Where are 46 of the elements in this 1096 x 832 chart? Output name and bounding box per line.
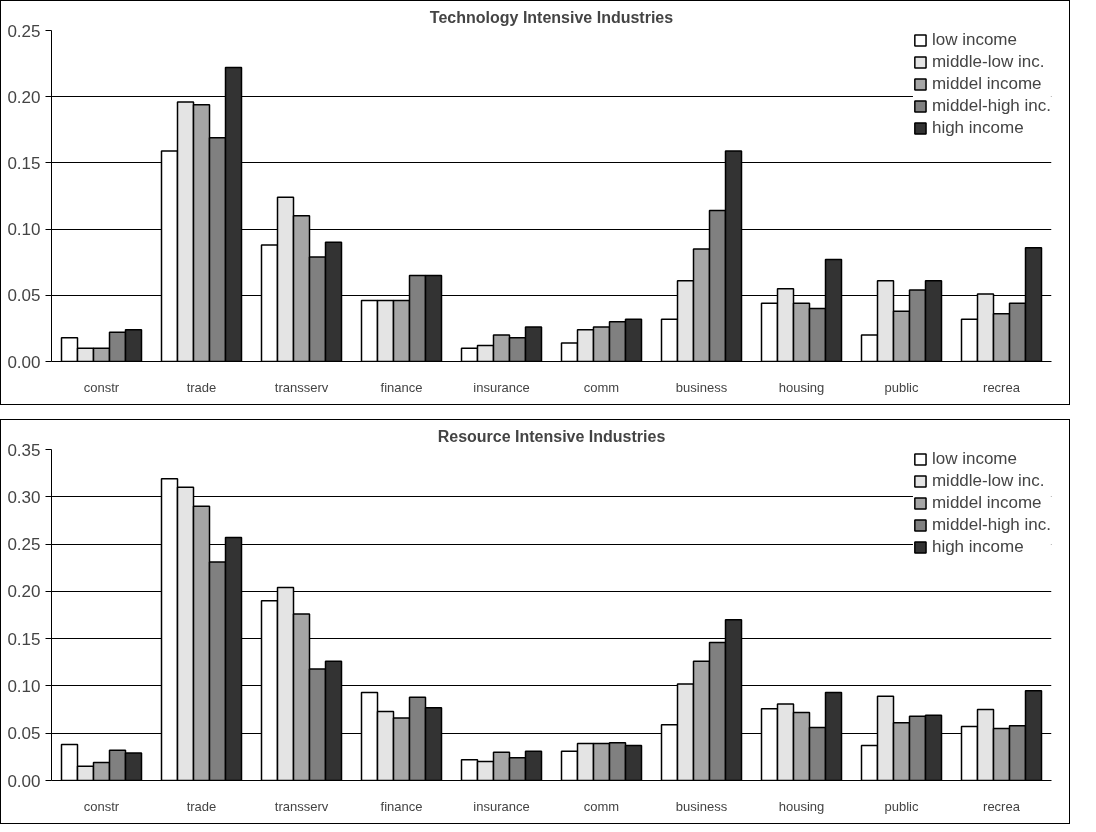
y-tick-label: 0.20 (7, 582, 41, 602)
y-tick-label: 0.35 (7, 440, 41, 460)
y-tick-label: 0.05 (7, 724, 41, 744)
x-tick-label: insurance (473, 379, 530, 395)
legend-label: high income (931, 537, 1024, 557)
x-tick-label: constr (83, 379, 120, 395)
x-tick-label: housing (778, 798, 825, 814)
x-tick-label: comm (583, 798, 620, 814)
x-tick-label: trade (186, 379, 217, 395)
x-tick-label: business (675, 379, 728, 395)
legend-label: middel income (931, 493, 1042, 513)
y-tick-label: 0.25 (7, 535, 41, 555)
chart-title: Resource Intensive Industries (437, 427, 666, 445)
y-tick-label: 0.30 (7, 487, 41, 507)
x-tick-label: finance (380, 798, 423, 814)
legend-label: middel-high inc. (931, 515, 1051, 535)
y-tick-label: 0.20 (7, 87, 41, 107)
y-tick-label: 0.05 (7, 286, 41, 306)
y-tick-label: 0.10 (7, 220, 41, 240)
x-tick-label: comm (583, 379, 620, 395)
chart-title: Technology Intensive Industries (429, 8, 674, 26)
y-tick-label: 0.10 (7, 676, 41, 696)
x-tick-label: public (884, 379, 919, 395)
y-tick-label: 0.00 (7, 771, 41, 791)
y-tick-label: 0.15 (7, 629, 41, 649)
x-tick-label: public (884, 798, 919, 814)
x-tick-label: insurance (473, 798, 530, 814)
x-tick-label: finance (380, 379, 423, 395)
x-tick-label: business (675, 798, 728, 814)
x-tick-label: constr (83, 798, 120, 814)
legend-label: middle-low inc. (931, 471, 1045, 491)
legend-label: low income (931, 449, 1017, 469)
x-tick-label: housing (778, 379, 825, 395)
legend-label: high income (931, 118, 1024, 138)
x-tick-label: trade (186, 798, 217, 814)
x-tick-label: recrea (983, 798, 1021, 814)
y-tick-label: 0.15 (7, 153, 41, 173)
legend-label: middel-high inc. (931, 96, 1051, 116)
legend-label: middel income (931, 74, 1042, 94)
legend-label: middle-low inc. (931, 52, 1045, 72)
x-tick-label: transserv (274, 798, 329, 814)
x-tick-label: recrea (983, 379, 1021, 395)
y-tick-label: 0.25 (7, 21, 41, 41)
y-tick-label: 0.00 (7, 352, 41, 372)
legend-label: low income (931, 30, 1017, 50)
x-tick-label: transserv (274, 379, 329, 395)
